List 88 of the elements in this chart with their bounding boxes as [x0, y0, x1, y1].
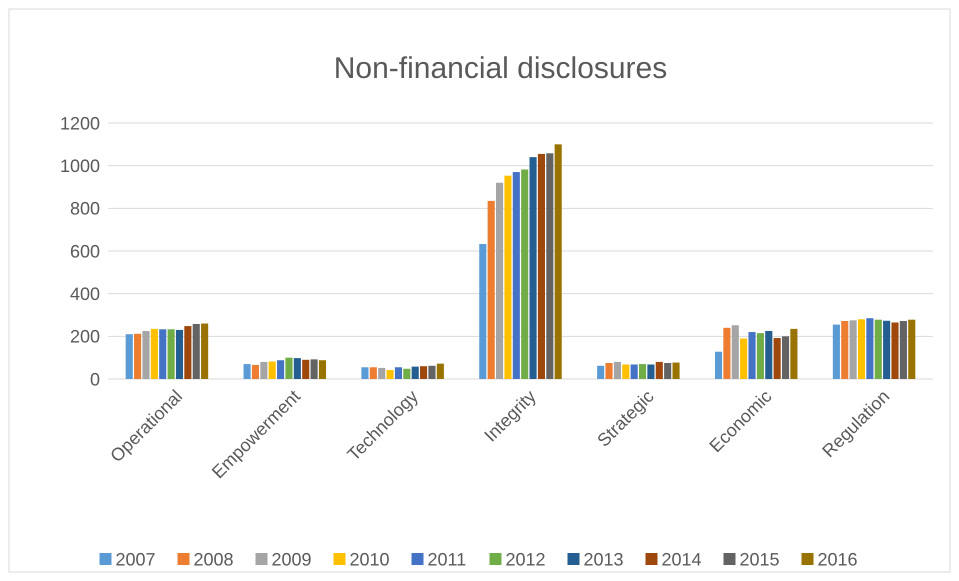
- bar: [900, 320, 907, 379]
- legend-label: 2014: [662, 549, 702, 570]
- bar: [504, 176, 512, 379]
- bar: [554, 144, 562, 379]
- chart-title: Non-financial disclosures: [334, 52, 668, 85]
- bar: [605, 363, 613, 379]
- bar: [866, 318, 874, 379]
- legend-label: 2015: [740, 549, 780, 570]
- bar: [134, 334, 142, 379]
- legend-label: 2011: [428, 549, 466, 570]
- legend-label: 2016: [818, 549, 858, 570]
- y-tick-label: 400: [70, 284, 100, 304]
- legend-label: 2013: [584, 549, 624, 570]
- bar: [832, 324, 840, 379]
- bar: [672, 362, 680, 379]
- bar: [874, 320, 882, 379]
- bar: [184, 326, 192, 379]
- bar: [656, 362, 663, 379]
- bar: [268, 362, 276, 379]
- bar: [361, 367, 369, 379]
- bar: [714, 352, 722, 379]
- bar: [142, 331, 150, 379]
- bar: [201, 324, 208, 379]
- bar: [858, 319, 866, 379]
- bar: [126, 334, 133, 379]
- bar: [260, 362, 268, 379]
- bar: [512, 172, 520, 379]
- bar: [294, 358, 301, 379]
- y-tick-label: 600: [70, 241, 100, 262]
- y-tick-label: 1200: [60, 113, 100, 134]
- bar: [538, 154, 545, 379]
- bar: [756, 333, 764, 379]
- bar: [630, 364, 638, 379]
- bar: [370, 367, 377, 379]
- legend-label: 2010: [350, 549, 390, 570]
- legend-label: 2008: [194, 549, 234, 570]
- bar: [597, 366, 604, 379]
- bar: [285, 358, 293, 379]
- bar: [436, 364, 444, 379]
- bar: [150, 328, 158, 379]
- y-tick-label: 800: [70, 198, 100, 219]
- bar: [740, 338, 748, 379]
- bar: [479, 244, 486, 379]
- bar: [420, 366, 428, 379]
- legend-label: 2009: [272, 549, 312, 570]
- bar: [168, 329, 175, 379]
- bar: [723, 328, 730, 379]
- bar: [488, 200, 495, 379]
- y-tick-label: 200: [70, 326, 100, 347]
- bar: [891, 322, 899, 379]
- legend-label: 2012: [506, 549, 546, 570]
- legend-label: 2007: [116, 549, 156, 570]
- bar: [622, 364, 630, 379]
- bar: [841, 320, 848, 379]
- y-tick-label: 0: [90, 369, 100, 390]
- bar: [790, 328, 798, 379]
- bar: [908, 320, 916, 379]
- bar: [748, 332, 756, 379]
- bar: [428, 366, 436, 379]
- bar: [244, 364, 251, 379]
- bar: [386, 370, 394, 379]
- bar: [782, 336, 790, 379]
- bar: [614, 362, 621, 379]
- y-tick-label: 1000: [60, 156, 100, 176]
- bar: [192, 324, 200, 379]
- bar: [664, 363, 672, 379]
- bar: [403, 368, 410, 379]
- bar: [530, 157, 537, 379]
- bar: [521, 170, 528, 379]
- bar: [318, 360, 326, 379]
- bar: [176, 330, 184, 379]
- bar: [394, 367, 402, 379]
- bar: [496, 182, 504, 379]
- bar: [765, 331, 772, 379]
- bar: [647, 364, 654, 379]
- bar: [252, 364, 260, 379]
- bar: [546, 153, 554, 379]
- bar: [412, 366, 419, 379]
- bar: [302, 360, 310, 379]
- bar: [850, 320, 857, 379]
- bar: [159, 329, 166, 379]
- bar: [277, 360, 284, 379]
- bar: [883, 320, 890, 379]
- bar: [310, 359, 318, 379]
- bar: [774, 338, 781, 379]
- bar: [378, 368, 386, 379]
- bar: [638, 364, 646, 379]
- bar: [732, 325, 739, 379]
